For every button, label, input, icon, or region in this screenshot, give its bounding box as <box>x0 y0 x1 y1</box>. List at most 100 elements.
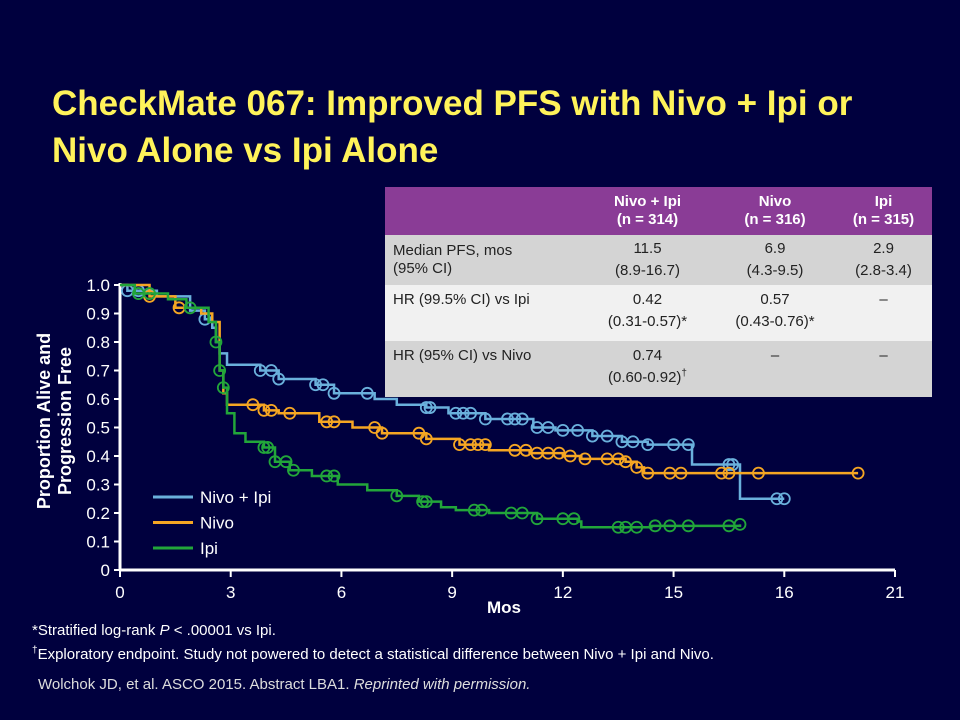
censor-mark <box>416 495 430 509</box>
footnote-1: *Stratified log-rank P < .00001 vs Ipi. <box>32 622 276 639</box>
censor-mark <box>501 412 514 426</box>
y-tick-label: 0.4 <box>86 447 110 466</box>
legend-label: Nivo + Ipi <box>200 488 271 507</box>
censor-mark <box>630 460 644 474</box>
censor-mark <box>630 520 644 534</box>
censor-mark <box>257 403 271 417</box>
censor-mark <box>320 469 334 483</box>
censor-mark <box>648 519 662 533</box>
table-row: HR (95% CI) vs Nivo 0.74 (0.60-0.92)† – – <box>385 341 932 397</box>
x-tick-label: 21 <box>886 583 905 602</box>
censor-mark <box>283 406 297 420</box>
y-tick-label: 0.3 <box>86 476 110 495</box>
censor-mark <box>578 452 592 466</box>
censor-mark <box>327 386 341 400</box>
y-tick-label: 0.2 <box>86 504 110 523</box>
censor-mark <box>423 401 437 414</box>
results-table: Nivo + Ipi (n = 314) Nivo (n = 316) Ipi (n … <box>385 187 932 397</box>
censor-mark <box>419 495 433 509</box>
censor-mark <box>143 287 156 300</box>
censor-mark <box>600 429 614 443</box>
y-axis-label-line1: Proportion Alive and <box>34 332 54 510</box>
table-row: HR (99.5% CI) vs Ipi 0.42 (0.31-0.57)* 0.57… <box>385 285 932 341</box>
x-tick-label: 0 <box>115 583 124 602</box>
legend-label: Ipi <box>200 539 218 558</box>
censor-mark <box>257 441 271 454</box>
censor-mark <box>556 423 570 437</box>
censor-mark <box>515 412 529 426</box>
censor-mark <box>674 466 688 480</box>
km-curve-nivo-ipi <box>120 283 785 500</box>
censor-mark <box>733 518 747 531</box>
km-curve-ipi <box>120 283 742 529</box>
censor-mark <box>722 458 736 471</box>
censor-mark <box>287 463 300 477</box>
censor-mark <box>246 398 260 412</box>
censor-mark <box>626 435 640 449</box>
row-label: HR (95% CI) vs Nivo <box>385 341 580 397</box>
censor-mark <box>183 301 197 315</box>
censor-mark <box>667 438 680 452</box>
y-tick-label: 0.6 <box>86 390 110 409</box>
table-cell: – <box>835 285 932 341</box>
censor-mark <box>456 406 470 420</box>
legend-label: Nivo <box>200 514 234 533</box>
censor-mark <box>467 503 481 517</box>
censor-mark <box>851 466 865 480</box>
header-nivo-ipi: Nivo + Ipi (n = 314) <box>580 187 715 235</box>
y-tick-label: 0.5 <box>86 419 110 438</box>
censor-mark <box>611 520 625 534</box>
censor-mark <box>715 466 728 480</box>
censor-mark <box>464 438 477 452</box>
y-axis-label: Proportion Alive and Progression Free <box>34 306 76 536</box>
censor-mark <box>611 452 625 466</box>
table-cell: 0.42 (0.31-0.57)* <box>580 285 715 341</box>
y-tick-label: 0.1 <box>86 533 110 552</box>
row-label: HR (99.5% CI) vs Ipi <box>385 285 580 341</box>
censor-mark <box>316 378 330 392</box>
x-axis-label: Mos <box>487 598 521 617</box>
censor-mark <box>264 364 278 377</box>
censor-mark <box>464 406 477 420</box>
y-tick-label: 0 <box>101 561 110 580</box>
censor-mark <box>209 335 223 349</box>
table-cell: 2.9 (2.8-3.4) <box>835 235 932 285</box>
x-tick-label: 3 <box>226 583 235 602</box>
x-tick-label: 12 <box>553 583 572 602</box>
km-curve-nivo <box>120 283 859 475</box>
censor-mark <box>563 449 577 463</box>
x-tick-label: 6 <box>337 583 346 602</box>
censor-mark <box>567 512 581 526</box>
table-cell: – <box>835 341 932 397</box>
y-tick-label: 1.0 <box>86 276 110 295</box>
censor-mark <box>641 466 655 480</box>
censor-mark <box>641 438 655 452</box>
censor-mark <box>309 378 322 392</box>
censor-mark <box>449 406 463 420</box>
censor-mark <box>777 492 791 506</box>
y-axis-label-line2: Progression Free <box>55 346 75 496</box>
censor-mark <box>264 403 278 417</box>
censor-mark <box>327 415 341 429</box>
censor-mark <box>722 466 736 480</box>
censor-mark <box>515 506 529 520</box>
header-nivo: Nivo (n = 316) <box>715 187 835 235</box>
censor-mark <box>360 386 374 400</box>
censor-mark <box>619 455 632 469</box>
censor-mark <box>272 372 286 386</box>
table-cell: 11.5 (8.9-16.7) <box>580 235 715 285</box>
y-tick-label: 0.7 <box>86 362 110 381</box>
censor-mark <box>471 438 485 452</box>
censor-mark <box>681 519 695 533</box>
footnote-2: †Exploratory endpoint. Study not powered… <box>32 645 714 663</box>
table-header-row: Nivo + Ipi (n = 314) Nivo (n = 316) Ipi (n … <box>385 187 932 235</box>
table-row: Median PFS, mos (95% CI) 11.5 (8.9-16.7) 6.9… <box>385 235 932 285</box>
censor-mark <box>530 512 544 526</box>
y-tick-label: 0.9 <box>86 305 110 324</box>
header-empty <box>385 187 580 235</box>
censor-mark <box>752 466 765 480</box>
slide-title: CheckMate 067: Improved PFS with Nivo + … <box>52 84 853 170</box>
row-label: Median PFS, mos (95% CI) <box>385 235 580 285</box>
